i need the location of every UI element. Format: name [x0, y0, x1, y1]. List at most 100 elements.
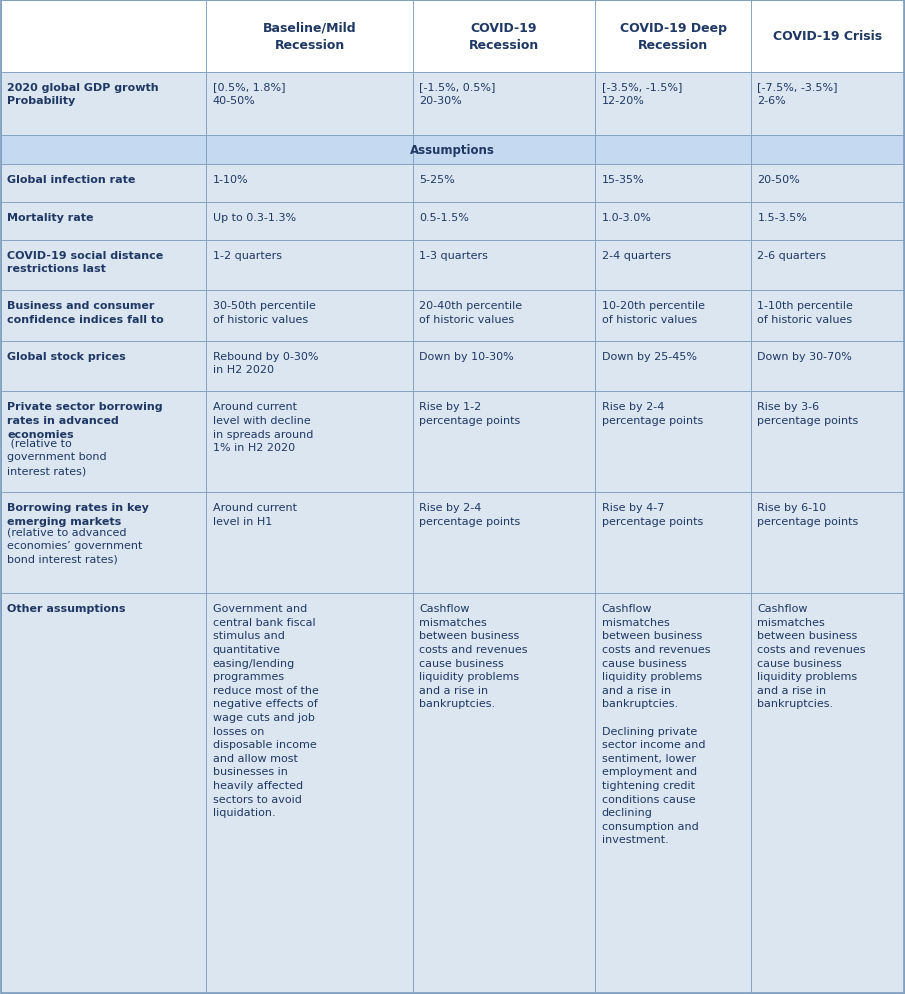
Bar: [751, 241, 904, 291]
Bar: [1, 291, 206, 342]
Text: Assumptions: Assumptions: [410, 144, 495, 157]
Text: COVID-19
Recession: COVID-19 Recession: [469, 22, 539, 52]
Bar: [1, 593, 206, 993]
Text: Global infection rate: Global infection rate: [7, 175, 136, 185]
Bar: [751, 493, 904, 593]
Bar: [1, 241, 206, 291]
Text: COVID-19 social distance
restrictions last: COVID-19 social distance restrictions la…: [7, 250, 164, 274]
Bar: [751, 73, 904, 135]
Bar: [1, 392, 206, 493]
Text: Other assumptions: Other assumptions: [7, 603, 126, 613]
Text: 1-10%: 1-10%: [213, 175, 248, 185]
Bar: [595, 241, 751, 291]
Bar: [751, 135, 904, 165]
Text: Down by 30-70%: Down by 30-70%: [757, 352, 853, 362]
Text: Rise by 2-4
percentage points: Rise by 2-4 percentage points: [602, 402, 703, 425]
Text: Cashflow
mismatches
between business
costs and revenues
cause business
liquidity: Cashflow mismatches between business cos…: [757, 603, 866, 709]
Bar: [413, 392, 595, 493]
Bar: [413, 203, 595, 241]
Text: Rise by 6-10
percentage points: Rise by 6-10 percentage points: [757, 503, 859, 527]
Bar: [413, 135, 595, 165]
Bar: [206, 165, 413, 203]
Bar: [206, 291, 413, 342]
Text: [-7.5%, -3.5%]
2-6%: [-7.5%, -3.5%] 2-6%: [757, 83, 838, 106]
Text: 5-25%: 5-25%: [419, 175, 455, 185]
Text: 30-50th percentile
of historic values: 30-50th percentile of historic values: [213, 301, 316, 325]
Bar: [595, 593, 751, 993]
Bar: [413, 165, 595, 203]
Bar: [1, 165, 206, 203]
Bar: [206, 342, 413, 392]
Bar: [206, 203, 413, 241]
Text: 1.0-3.0%: 1.0-3.0%: [602, 213, 652, 223]
Bar: [413, 493, 595, 593]
Bar: [595, 203, 751, 241]
Bar: [413, 241, 595, 291]
Bar: [595, 493, 751, 593]
Text: (relative to
government bond
interest rates): (relative to government bond interest ra…: [7, 438, 107, 475]
Text: Around current
level in H1: Around current level in H1: [213, 503, 297, 527]
Bar: [751, 203, 904, 241]
Text: [0.5%, 1.8%]
40-50%: [0.5%, 1.8%] 40-50%: [213, 83, 285, 106]
Bar: [206, 493, 413, 593]
Text: Down by 10-30%: Down by 10-30%: [419, 352, 514, 362]
Bar: [1, 135, 206, 165]
Bar: [206, 392, 413, 493]
Bar: [1, 73, 206, 135]
Bar: [595, 135, 751, 165]
Text: Rise by 3-6
percentage points: Rise by 3-6 percentage points: [757, 402, 859, 425]
Bar: [413, 342, 595, 392]
Bar: [206, 1, 413, 73]
Text: Government and
central bank fiscal
stimulus and
quantitative
easing/lending
prog: Government and central bank fiscal stimu…: [213, 603, 319, 817]
Bar: [1, 342, 206, 392]
Text: Rise by 2-4
percentage points: Rise by 2-4 percentage points: [419, 503, 520, 527]
Text: Cashflow
mismatches
between business
costs and revenues
cause business
liquidity: Cashflow mismatches between business cos…: [419, 603, 528, 709]
Bar: [595, 342, 751, 392]
Bar: [413, 593, 595, 993]
Bar: [751, 291, 904, 342]
Bar: [751, 392, 904, 493]
Text: Private sector borrowing
rates in advanced
economies: Private sector borrowing rates in advanc…: [7, 402, 163, 439]
Text: 1-3 quarters: 1-3 quarters: [419, 250, 488, 260]
Text: Rise by 4-7
percentage points: Rise by 4-7 percentage points: [602, 503, 703, 527]
Bar: [595, 1, 751, 73]
Bar: [595, 165, 751, 203]
Text: 1-10th percentile
of historic values: 1-10th percentile of historic values: [757, 301, 853, 325]
Text: COVID-19 Crisis: COVID-19 Crisis: [773, 30, 882, 44]
Bar: [206, 593, 413, 993]
Bar: [751, 342, 904, 392]
Bar: [413, 291, 595, 342]
Bar: [413, 73, 595, 135]
Text: Business and consumer
confidence indices fall to: Business and consumer confidence indices…: [7, 301, 164, 325]
Text: 2020 global GDP growth
Probability: 2020 global GDP growth Probability: [7, 83, 159, 106]
Text: Global stock prices: Global stock prices: [7, 352, 126, 362]
Bar: [1, 203, 206, 241]
Text: 1-2 quarters: 1-2 quarters: [213, 250, 281, 260]
Text: 20-50%: 20-50%: [757, 175, 800, 185]
Bar: [1, 493, 206, 593]
Text: Borrowing rates in key
emerging markets: Borrowing rates in key emerging markets: [7, 503, 149, 527]
Bar: [413, 1, 595, 73]
Bar: [751, 1, 904, 73]
Text: Cashflow
mismatches
between business
costs and revenues
cause business
liquidity: Cashflow mismatches between business cos…: [602, 603, 710, 845]
Bar: [751, 593, 904, 993]
Text: [-3.5%, -1.5%]
12-20%: [-3.5%, -1.5%] 12-20%: [602, 83, 682, 106]
Text: 15-35%: 15-35%: [602, 175, 644, 185]
Text: COVID-19 Deep
Recession: COVID-19 Deep Recession: [620, 22, 727, 52]
Text: 1.5-3.5%: 1.5-3.5%: [757, 213, 807, 223]
Text: 10-20th percentile
of historic values: 10-20th percentile of historic values: [602, 301, 705, 325]
Text: Rise by 1-2
percentage points: Rise by 1-2 percentage points: [419, 402, 520, 425]
Bar: [206, 135, 413, 165]
Bar: [595, 392, 751, 493]
Text: Around current
level with decline
in spreads around
1% in H2 2020: Around current level with decline in spr…: [213, 402, 313, 452]
Bar: [206, 241, 413, 291]
Text: (relative to advanced
economies’ government
bond interest rates): (relative to advanced economies’ governm…: [7, 527, 143, 565]
Bar: [751, 165, 904, 203]
Text: [-1.5%, 0.5%]
20-30%: [-1.5%, 0.5%] 20-30%: [419, 83, 495, 106]
Bar: [1, 1, 206, 73]
Text: Baseline/Mild
Recession: Baseline/Mild Recession: [262, 22, 357, 52]
Text: 20-40th percentile
of historic values: 20-40th percentile of historic values: [419, 301, 522, 325]
Bar: [206, 73, 413, 135]
Text: 0.5-1.5%: 0.5-1.5%: [419, 213, 469, 223]
Text: Down by 25-45%: Down by 25-45%: [602, 352, 697, 362]
